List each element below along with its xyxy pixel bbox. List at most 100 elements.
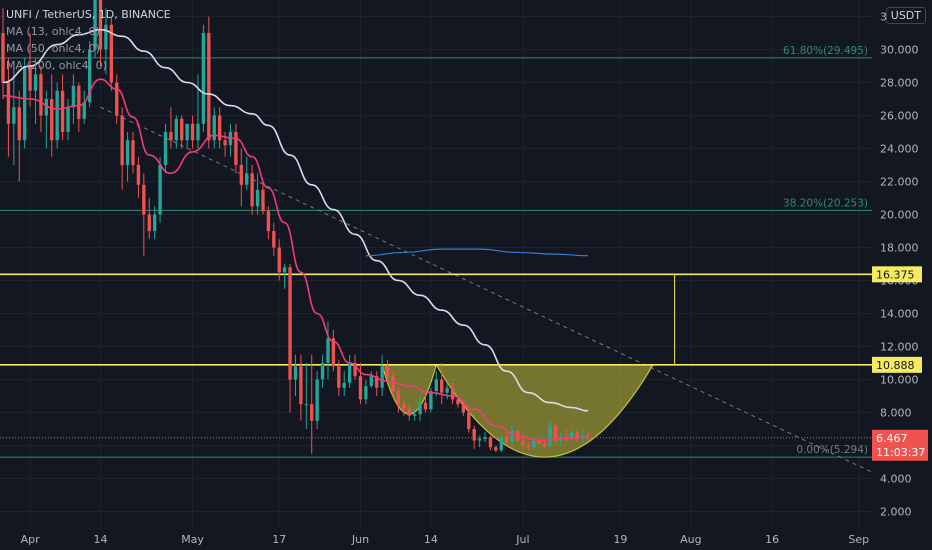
- candle-body: [234, 132, 238, 165]
- current-price-tag: [872, 429, 928, 461]
- legend-ma13[interactable]: MA (13, ohlc4, 0): [6, 25, 100, 38]
- candle-body: [190, 123, 195, 141]
- candle-body: [180, 118, 184, 141]
- time-axis: [0, 528, 932, 550]
- x-tick-label: Apr: [21, 533, 41, 546]
- candle-body: [44, 99, 49, 116]
- candle-body: [423, 402, 428, 410]
- trend-line: [100, 106, 876, 475]
- candle-body: [207, 33, 211, 141]
- candle-body: [342, 382, 346, 388]
- current-price-label: 6.467: [876, 432, 908, 445]
- candle-body: [82, 102, 86, 119]
- candle-body: [136, 165, 141, 185]
- level-tag-label: 16.375: [876, 268, 915, 281]
- candle-body: [494, 447, 498, 451]
- candle-body: [364, 386, 368, 400]
- candle-body: [299, 366, 303, 405]
- x-tick-label: 19: [613, 533, 627, 546]
- candle-body: [142, 184, 146, 215]
- ma-line-2: [2, 28, 588, 412]
- candle-body: [521, 440, 525, 446]
- candle-body: [39, 74, 43, 116]
- candle-body: [66, 107, 70, 132]
- x-tick-label: Jul: [515, 533, 529, 546]
- x-tick-label: 14: [424, 533, 438, 546]
- candle-body: [212, 115, 216, 141]
- x-tick-label: Aug: [680, 533, 701, 546]
- candle-body: [22, 66, 27, 141]
- candle-body: [6, 82, 11, 124]
- fib-label: 61.80%(29.495): [783, 45, 868, 57]
- candle-body: [391, 376, 395, 392]
- candle-body: [369, 376, 373, 387]
- candle-body: [353, 363, 357, 377]
- candle-body: [17, 107, 21, 141]
- candle-body: [575, 432, 579, 439]
- candle-body: [331, 338, 336, 367]
- y-tick-label: 10.000: [880, 374, 919, 387]
- level-tag: [872, 356, 922, 373]
- candle-body: [272, 231, 276, 248]
- candle-body: [185, 123, 189, 141]
- candle-body: [293, 366, 298, 380]
- candle-body: [553, 425, 558, 441]
- candle-body: [542, 443, 547, 446]
- candle-body: [55, 90, 59, 141]
- y-tick-label: 8.000: [880, 407, 912, 420]
- y-tick-label: 12.000: [880, 341, 919, 354]
- candle-body: [456, 399, 460, 405]
- candle-body: [239, 165, 243, 185]
- candle-body: [320, 363, 325, 380]
- candle-body: [147, 214, 151, 231]
- ma-line-1: [2, 78, 588, 442]
- candle-body: [461, 404, 466, 413]
- candle-body: [412, 414, 417, 416]
- candle-body: [158, 165, 162, 215]
- candle-body: [163, 132, 168, 165]
- candle-body: [440, 379, 444, 393]
- y-tick-label: 26.000: [880, 110, 919, 123]
- candle-body: [526, 445, 531, 448]
- y-tick-label: 4.000: [880, 473, 912, 486]
- candle-body: [93, 0, 97, 50]
- currency-button[interactable]: USDT: [885, 7, 926, 24]
- candle-body: [261, 189, 265, 212]
- y-tick-label: 18.000: [880, 242, 919, 255]
- candle-body: [532, 440, 536, 448]
- candle-body: [12, 107, 16, 124]
- candle-body: [33, 74, 38, 91]
- candle-body: [87, 49, 92, 103]
- candle-body: [125, 140, 130, 165]
- candle-body: [109, 24, 114, 83]
- candle-body: [347, 363, 352, 383]
- candle-body: [201, 33, 206, 124]
- candle-body: [277, 247, 281, 273]
- x-tick-label: Sep: [848, 533, 869, 546]
- candle-body: [445, 387, 449, 393]
- candle-body: [358, 376, 363, 400]
- candle-body: [434, 379, 438, 392]
- candle-body: [50, 99, 54, 141]
- x-tick-label: 17: [272, 533, 286, 546]
- candle-body: [537, 440, 541, 444]
- candle-body: [266, 211, 271, 231]
- legend-ma200[interactable]: MA (200, ohlc4, 0): [6, 59, 107, 72]
- chart-legend: UNFI / TetherUS, 1D, BINANCE MA (13, ohl…: [6, 6, 171, 74]
- candle-body: [310, 404, 314, 421]
- y-tick-label: 20.000: [880, 209, 919, 222]
- candle-body: [104, 24, 108, 50]
- level-tag-label: 10.888: [876, 359, 915, 372]
- symbol-title[interactable]: UNFI / TetherUS, 1D, BINANCE: [6, 8, 171, 21]
- candle-body: [60, 90, 65, 132]
- legend-ma50[interactable]: MA (50, ohlc4, 0): [6, 42, 100, 55]
- candle-body: [385, 366, 390, 377]
- candle-body: [570, 432, 574, 439]
- cup-shape: [435, 364, 654, 458]
- candle-body: [396, 391, 401, 405]
- x-tick-label: May: [181, 533, 204, 546]
- y-tick-label: 28.000: [880, 77, 919, 90]
- candle-body: [98, 0, 103, 50]
- candle-body: [407, 409, 411, 416]
